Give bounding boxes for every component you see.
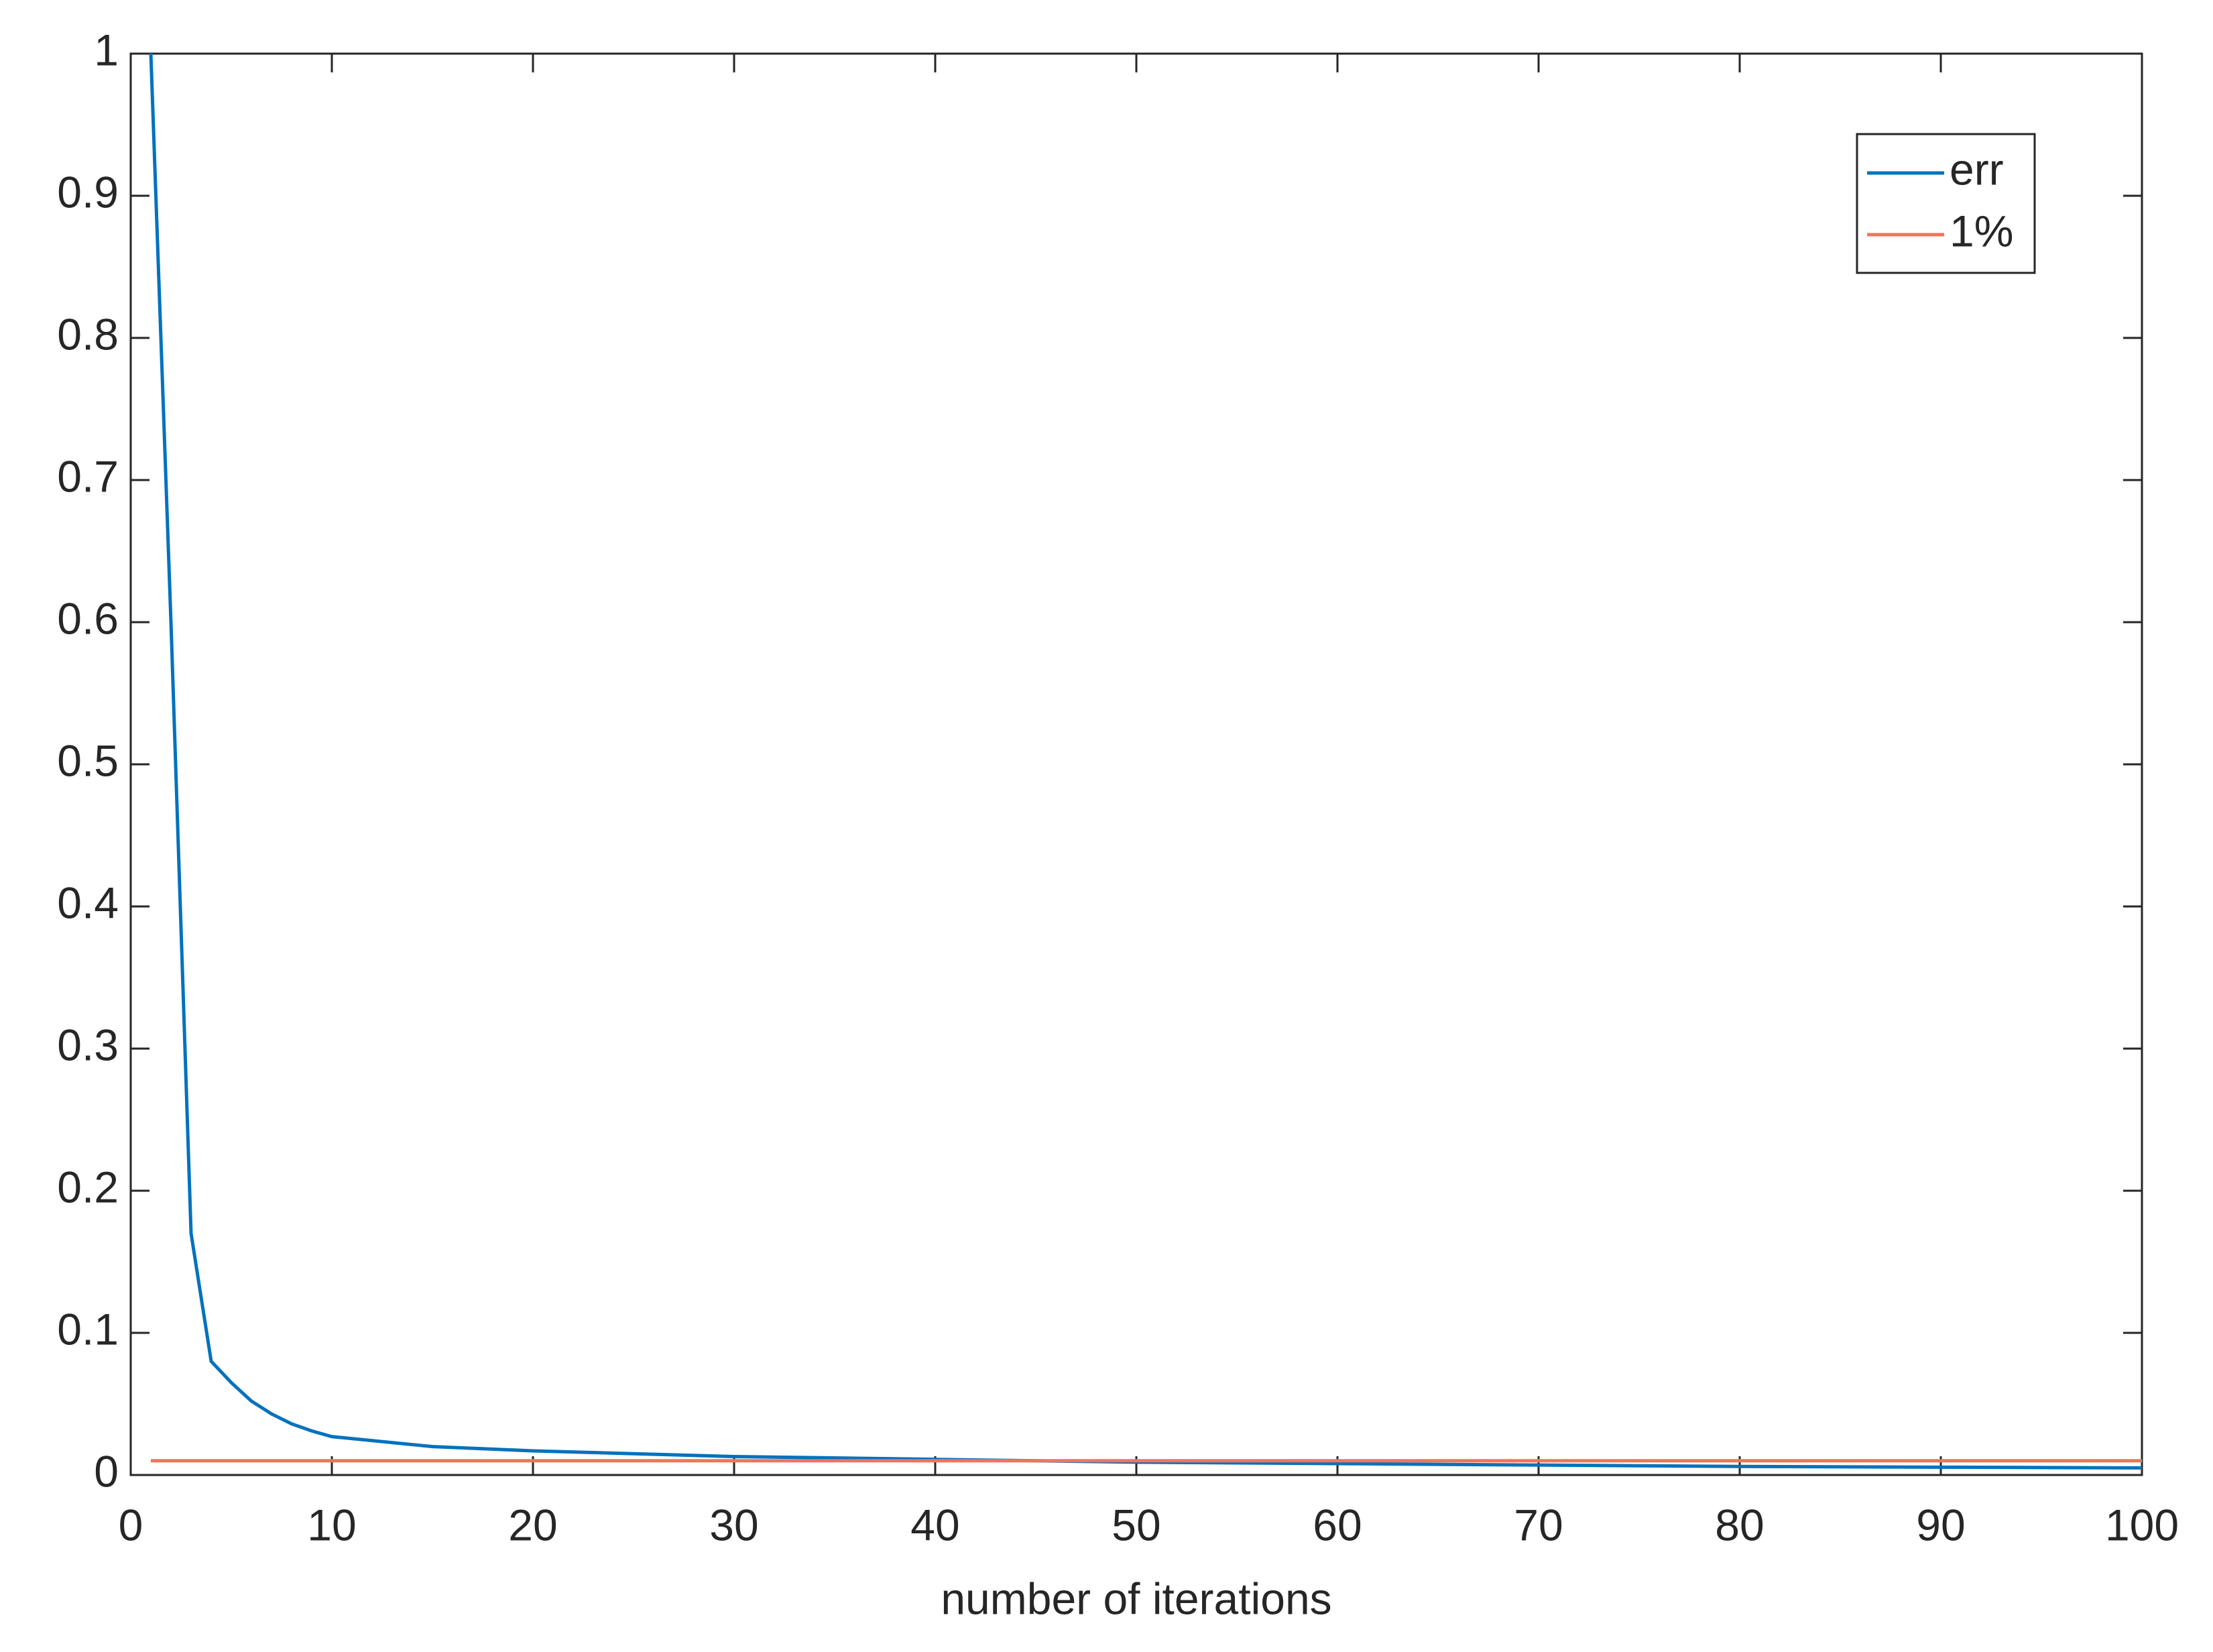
x-axis-label: number of iterations (941, 1574, 1331, 1623)
x-tick-label: 20 (508, 1500, 557, 1549)
y-tick-label: 0.4 (57, 878, 119, 927)
y-tick-label: 0.1 (57, 1304, 119, 1354)
legend-label: err (1950, 144, 2004, 194)
y-tick-label: 0.9 (57, 167, 119, 217)
x-tick-label: 30 (709, 1500, 758, 1549)
y-tick-label: 0.8 (57, 309, 119, 359)
y-tick-label: 0.3 (57, 1020, 119, 1069)
legend-box (1856, 133, 2036, 274)
series-line (149, 53, 2143, 1470)
axes-box (129, 52, 2143, 1476)
x-tick-label: 50 (1112, 1500, 1160, 1549)
x-tick-label: 0 (119, 1500, 143, 1549)
y-tick-label: 0.2 (57, 1162, 119, 1212)
legend-label: 1% (1950, 206, 2013, 255)
y-tick-label: 0.7 (57, 451, 119, 501)
x-tick-label: 70 (1514, 1500, 1563, 1549)
y-tick-label: 0.6 (57, 593, 119, 643)
x-tick-label: 80 (1715, 1500, 1764, 1549)
x-tick-label: 10 (307, 1500, 356, 1549)
y-tick-label: 0 (94, 1446, 119, 1496)
y-tick-label: 0.5 (57, 735, 119, 785)
x-tick-label: 100 (2105, 1500, 2179, 1549)
x-tick-label: 90 (1916, 1500, 1965, 1549)
x-tick-label: 60 (1313, 1500, 1362, 1549)
y-tick-label: 1 (94, 25, 119, 74)
x-tick-label: 40 (910, 1500, 959, 1549)
